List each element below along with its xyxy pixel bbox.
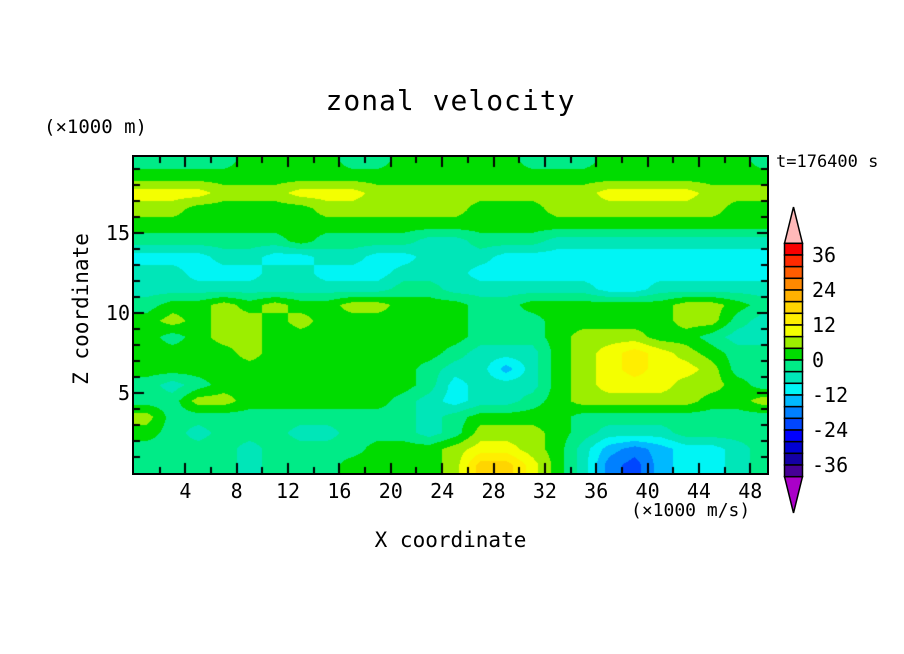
x-tick-label: 4 [179, 479, 192, 503]
plot-frame [132, 155, 769, 475]
x-tick-label: 36 [584, 479, 609, 503]
colorbar-tick-label: -36 [812, 453, 848, 477]
colorbar-upper-arrow [783, 206, 804, 245]
colorbar-segment [783, 429, 804, 443]
colorbar-tick-label: -24 [812, 418, 848, 442]
colorbar-segment [783, 417, 804, 431]
colorbar-segment [783, 382, 804, 396]
colorbar-tick-label: -12 [812, 383, 848, 407]
colorbar-segment [783, 347, 804, 361]
x-axis-title: X coordinate [374, 528, 527, 552]
colorbar-segment [783, 452, 804, 466]
x-tick-label: 20 [378, 479, 403, 503]
colorbar-segment [783, 254, 804, 268]
colorbar-tick-label: 24 [812, 278, 836, 302]
x-tick-label: 32 [532, 479, 557, 503]
colorbar-segment [783, 265, 804, 280]
colorbar-segment [783, 335, 804, 350]
x-tick-label: 40 [635, 479, 660, 503]
x-tick-label: 12 [276, 479, 301, 503]
x-tick-label: 8 [230, 479, 243, 503]
z-axis-unit-label: (×1000 m) [44, 116, 147, 138]
x-tick-label: 16 [327, 479, 352, 503]
colorbar-segment [783, 242, 804, 256]
colorbar-lower-arrow [783, 475, 804, 514]
colorbar-segment [783, 440, 804, 455]
x-tick-label: 48 [738, 479, 763, 503]
colorbar-segment [783, 359, 804, 373]
z-tick-label: 15 [105, 221, 130, 245]
colorbar-segment [783, 312, 804, 326]
x-tick-label: 28 [481, 479, 506, 503]
colorbar: 36 24 12 0 -12 -24 -36 [783, 206, 848, 514]
x-tick-label: 24 [430, 479, 455, 503]
x-axis-tick-labels: 4 8 12 16 20 24 28 32 36 40 44 48 [134, 479, 767, 503]
colorbar-unit-label: (×1000 m/s) [631, 500, 751, 521]
x-tick-label: 44 [686, 479, 711, 503]
colorbar-segment [783, 300, 804, 315]
colorbar-segment [783, 405, 804, 420]
colorbar-segment [783, 277, 804, 291]
colorbar-tick-label: 36 [812, 243, 836, 267]
time-annotation: t=176400 s [776, 152, 879, 172]
colorbar-segment [783, 464, 804, 478]
z-tick-label: 10 [105, 301, 130, 325]
z-tick-label: 5 [117, 381, 130, 405]
plot-title: zonal velocity [325, 84, 576, 117]
colorbar-segment [783, 394, 804, 408]
colorbar-segment [783, 324, 804, 338]
colorbar-tick-label: 12 [812, 313, 836, 337]
colorbar-segment [783, 289, 804, 303]
colorbar-segment [783, 370, 804, 385]
contour-plot-canvas [134, 157, 767, 473]
z-axis-tick-labels: 5 10 15 [0, 157, 130, 473]
colorbar-tick-label: 0 [812, 348, 824, 372]
